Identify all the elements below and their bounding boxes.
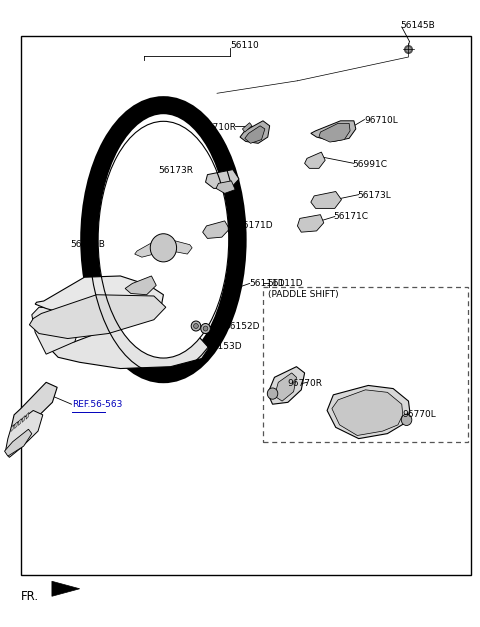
Ellipse shape [203, 326, 208, 331]
Polygon shape [242, 123, 252, 132]
Polygon shape [311, 191, 341, 208]
Polygon shape [205, 170, 239, 188]
Text: REF.56-563: REF.56-563 [72, 400, 123, 409]
Text: 56173R: 56173R [158, 166, 193, 176]
Polygon shape [32, 307, 80, 354]
Polygon shape [125, 276, 156, 295]
Text: 56145B: 56145B [400, 21, 435, 30]
Ellipse shape [401, 414, 412, 426]
Bar [21, 36, 471, 575]
Polygon shape [29, 295, 166, 339]
Text: 96770R: 96770R [288, 379, 323, 388]
Polygon shape [245, 126, 265, 144]
Text: 56152D: 56152D [225, 322, 260, 330]
Polygon shape [52, 581, 80, 596]
Ellipse shape [267, 388, 278, 399]
Text: 96710R: 96710R [202, 122, 237, 132]
Text: 56171C: 56171C [333, 212, 368, 221]
Text: (PADDLE SHIFT): (PADDLE SHIFT) [268, 290, 338, 299]
Polygon shape [268, 367, 305, 404]
Polygon shape [11, 425, 13, 432]
Bar [263, 287, 468, 442]
Polygon shape [216, 181, 235, 193]
Polygon shape [311, 121, 356, 142]
Text: 56111D: 56111D [250, 279, 285, 288]
Text: 56153D: 56153D [206, 342, 242, 350]
Text: 56173L: 56173L [357, 191, 391, 201]
Polygon shape [4, 429, 32, 456]
Text: 96710L: 96710L [364, 117, 398, 125]
Polygon shape [22, 416, 25, 423]
Polygon shape [275, 373, 297, 401]
Ellipse shape [191, 321, 201, 331]
Polygon shape [14, 422, 17, 429]
Polygon shape [11, 382, 57, 434]
Ellipse shape [201, 324, 210, 334]
Polygon shape [35, 276, 163, 320]
Polygon shape [203, 221, 229, 238]
Polygon shape [327, 386, 410, 439]
Polygon shape [305, 152, 325, 169]
Polygon shape [51, 327, 209, 369]
Text: 96770L: 96770L [403, 410, 436, 419]
Text: 56170B: 56170B [70, 240, 105, 249]
Text: 56171D: 56171D [238, 221, 273, 230]
Text: 56111D: 56111D [268, 279, 303, 288]
Polygon shape [240, 121, 270, 144]
Ellipse shape [150, 234, 177, 262]
Polygon shape [26, 413, 29, 419]
Ellipse shape [193, 324, 198, 329]
Polygon shape [332, 390, 403, 436]
Text: 56110: 56110 [230, 41, 259, 50]
Text: FR.: FR. [21, 590, 39, 603]
Ellipse shape [98, 121, 228, 358]
Text: 56991C: 56991C [352, 160, 387, 169]
Polygon shape [5, 411, 43, 457]
Polygon shape [298, 214, 324, 232]
Polygon shape [135, 240, 192, 257]
Polygon shape [319, 124, 350, 142]
Polygon shape [18, 419, 21, 426]
